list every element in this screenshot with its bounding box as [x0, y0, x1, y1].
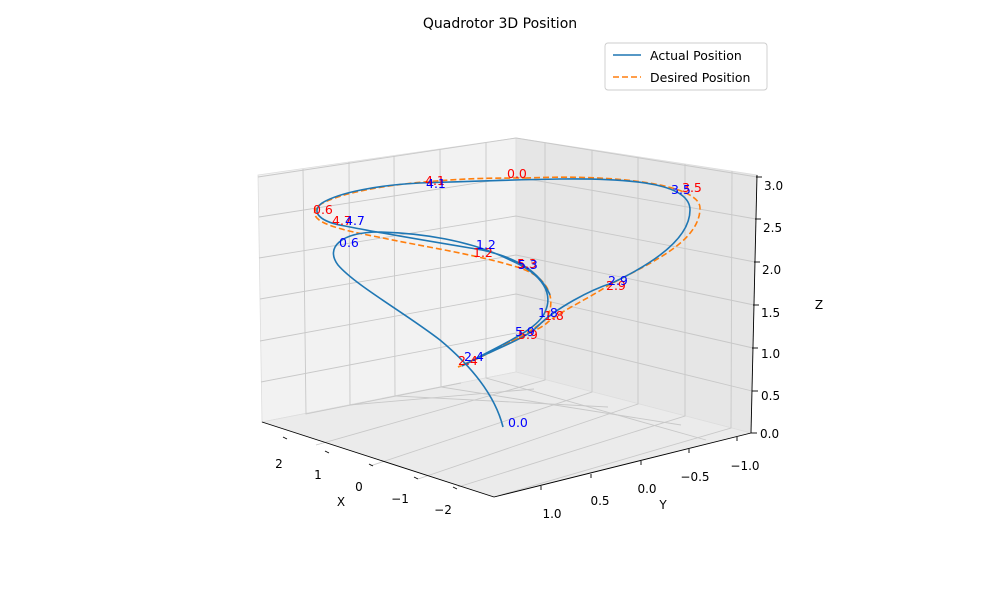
z-tick-label: 0.5: [761, 389, 780, 403]
actual-time-label: 0.0: [508, 415, 528, 430]
actual-position-line: [316, 178, 691, 428]
legend-label-actual: Actual Position: [650, 48, 742, 63]
x-tick-mark: [413, 476, 419, 480]
actual-time-label: 3.5: [671, 182, 691, 197]
y-tick-label: 0.0: [637, 482, 656, 496]
y-tick-label: 0.5: [590, 494, 609, 508]
actual-time-label: 4.7: [345, 213, 365, 228]
chart-title: Quadrotor 3D Position: [423, 16, 577, 32]
grid-line: [457, 164, 686, 488]
grid-line: [258, 215, 756, 263]
z-tick-label: 3.0: [764, 179, 783, 193]
actual-time-label: 5.9: [515, 324, 535, 339]
axis-panes: [257, 137, 758, 498]
actual-time-label: 5.3: [518, 257, 538, 272]
x-tick-label: 0: [355, 480, 363, 494]
grid-line: [259, 293, 754, 349]
actual-time-label: 1.2: [476, 237, 496, 252]
y-tick-label: −0.5: [680, 470, 709, 484]
desired-time-label: 2.9: [606, 278, 626, 293]
desired-time-label: 2.4: [458, 353, 478, 368]
desired-time-label: 4.7: [332, 213, 352, 228]
desired-time-label: 3.5: [682, 180, 702, 195]
y-tick-label: 1.0: [542, 507, 561, 521]
desired-time-label: 5.9: [518, 327, 538, 342]
x-tick-label: −2: [434, 503, 452, 517]
desired-time-label: 4.1: [425, 173, 445, 188]
grid-lines: [257, 137, 758, 498]
grid-line: [259, 254, 755, 306]
tick-labels: 2 1 0 −1 −2 1.0 0.5 0.0 −0.5 −1.0 0.0 0.…: [275, 179, 783, 521]
y-axis-label: Y: [658, 498, 667, 512]
x-tick-mark: [324, 450, 330, 454]
x-tick-label: 1: [314, 468, 322, 482]
legend-box: [604, 42, 768, 91]
desired-position-line: [313, 176, 701, 368]
y-tick-label: −1.0: [730, 459, 759, 473]
axis-lines: [261, 174, 758, 498]
actual-time-label: 4.1: [426, 176, 446, 191]
x-axis-label: X: [337, 495, 345, 509]
x-tick-label: −1: [391, 492, 409, 506]
actual-time-label: 0.6: [339, 235, 359, 250]
grid-line: [493, 170, 733, 498]
desired-time-label: 1.8: [544, 308, 564, 323]
z-tick-label: 0.0: [760, 427, 779, 441]
trajectory-lines: [313, 176, 701, 428]
x-tick-label: 2: [275, 457, 283, 471]
grid-line: [258, 176, 757, 220]
desired-time-label: 5.3: [517, 256, 537, 271]
desired-time-label: 1.2: [473, 245, 493, 260]
z-tick-label: 1.0: [761, 347, 780, 361]
time-annotations: 0.0 0.6 1.2 1.8 2.4 2.9 3.5 4.1 4.7 5.3 …: [313, 166, 702, 430]
legend: Actual Position Desired Position: [604, 42, 768, 91]
desired-time-label: 0.0: [507, 166, 527, 181]
actual-time-label: 2.9: [608, 273, 628, 288]
actual-time-label: 1.8: [538, 305, 558, 320]
z-axis-line: [750, 174, 758, 434]
x-tick-mark: [368, 463, 374, 467]
z-tick-label: 2.0: [762, 263, 781, 277]
z-tick-label: 1.5: [761, 306, 780, 320]
grid-line: [257, 137, 758, 178]
x-tick-mark: [452, 486, 458, 490]
desired-time-label: 0.6: [313, 202, 333, 217]
x-tick-mark: [282, 436, 288, 440]
grid-line: [260, 332, 753, 392]
y-axis-line: [493, 432, 752, 498]
x-axis-line: [261, 421, 495, 498]
z-tick-label: 2.5: [763, 221, 782, 235]
z-axis-label: Z: [815, 298, 823, 312]
tick-marks: [282, 176, 762, 490]
legend-label-desired: Desired Position: [650, 70, 750, 85]
actual-time-label: 2.4: [464, 349, 484, 364]
